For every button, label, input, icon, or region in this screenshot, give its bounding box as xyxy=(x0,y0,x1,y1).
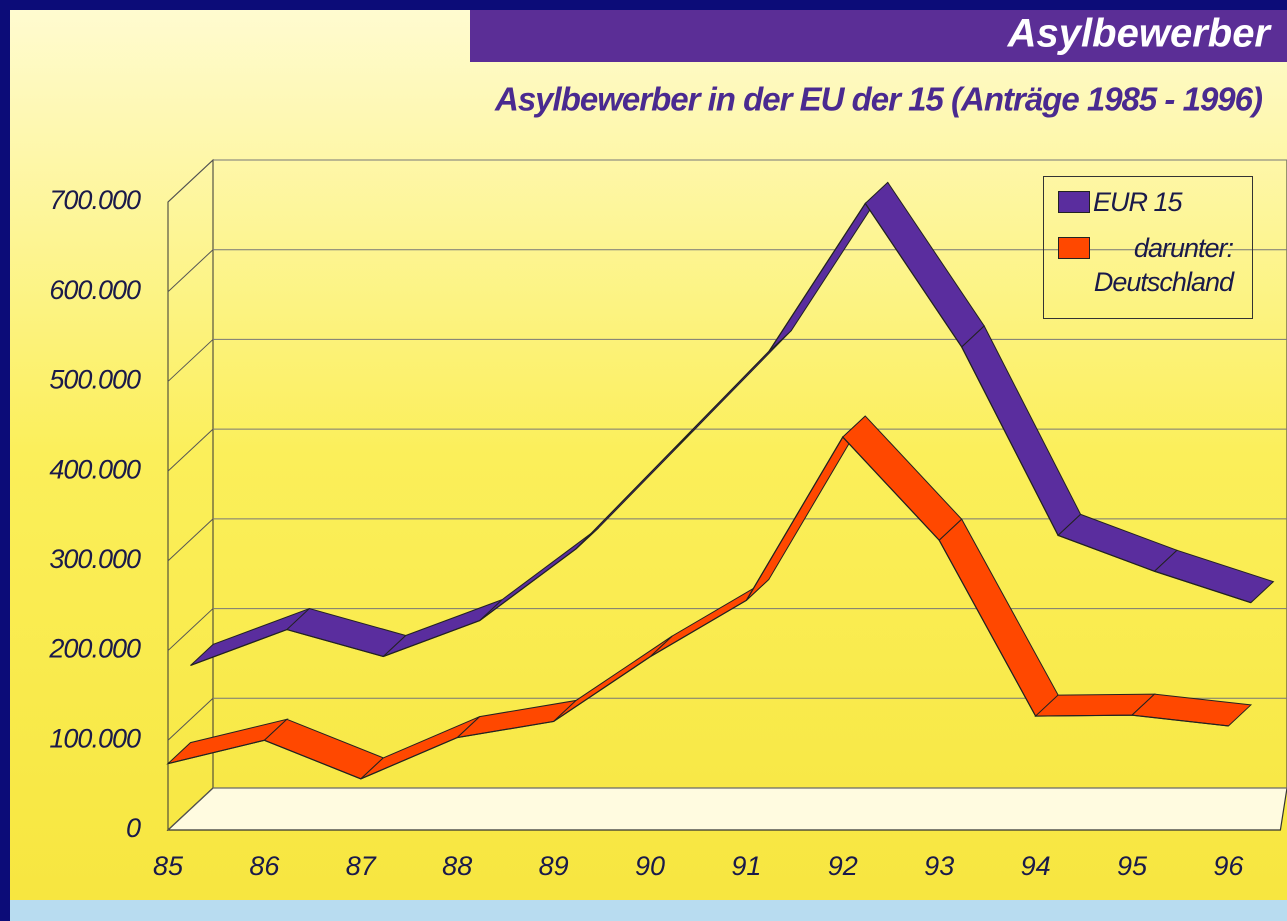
x-tick-label: 89 xyxy=(539,851,569,881)
legend-item: darunter: Deutschland xyxy=(1058,231,1234,299)
line xyxy=(190,202,1252,667)
y-tick-label: 500.000 xyxy=(49,365,141,395)
bottom-strip xyxy=(10,900,1287,921)
x-tick-label: 87 xyxy=(346,851,377,881)
x-tick-label: 93 xyxy=(924,851,954,881)
grid-line xyxy=(167,518,214,562)
x-tick-label: 92 xyxy=(828,851,858,881)
legend-label: EUR 15 xyxy=(1093,187,1183,217)
grid-line xyxy=(167,608,214,651)
x-tick-label: 85 xyxy=(153,851,184,881)
x-tick-label: 94 xyxy=(1021,851,1051,881)
x-tick-label: 88 xyxy=(442,851,472,881)
grid-line xyxy=(167,339,214,382)
y-tick-label: 0 xyxy=(126,813,141,843)
line xyxy=(167,436,1229,780)
legend-label: darunter: Deutschland xyxy=(1093,233,1234,297)
x-tick-label: 96 xyxy=(1213,851,1244,881)
y-tick-label: 400.000 xyxy=(49,454,141,484)
grid-line xyxy=(167,249,214,293)
grid-line xyxy=(167,787,214,831)
grid-line xyxy=(167,428,214,472)
x-tick-label: 86 xyxy=(249,851,280,881)
header: Asylbewerber xyxy=(1007,12,1273,56)
legend: EUR 15 darunter: Deutschland xyxy=(1043,176,1253,319)
floor xyxy=(166,787,1287,831)
y-tick-label: 200.000 xyxy=(48,634,141,664)
legend-swatch xyxy=(1058,237,1090,259)
x-tick-label: 91 xyxy=(731,851,761,881)
y-tick-label: 700.000 xyxy=(49,185,141,215)
chart-title: Asylbewerber in der EU der 15 (Anträge 1… xyxy=(494,81,1263,118)
grid-line xyxy=(167,159,214,203)
grid-line xyxy=(167,697,214,741)
y-tick-label: 100.000 xyxy=(49,723,141,753)
x-tick-label: 90 xyxy=(635,851,665,881)
header-banner xyxy=(470,10,1287,62)
legend-item: EUR 15 xyxy=(1058,185,1253,219)
y-tick-label: 300.000 xyxy=(49,544,141,574)
y-tick-label: 600.000 xyxy=(49,275,141,305)
panel xyxy=(10,10,1287,900)
x-tick-label: 95 xyxy=(1117,851,1148,881)
legend-swatch xyxy=(1058,191,1090,213)
